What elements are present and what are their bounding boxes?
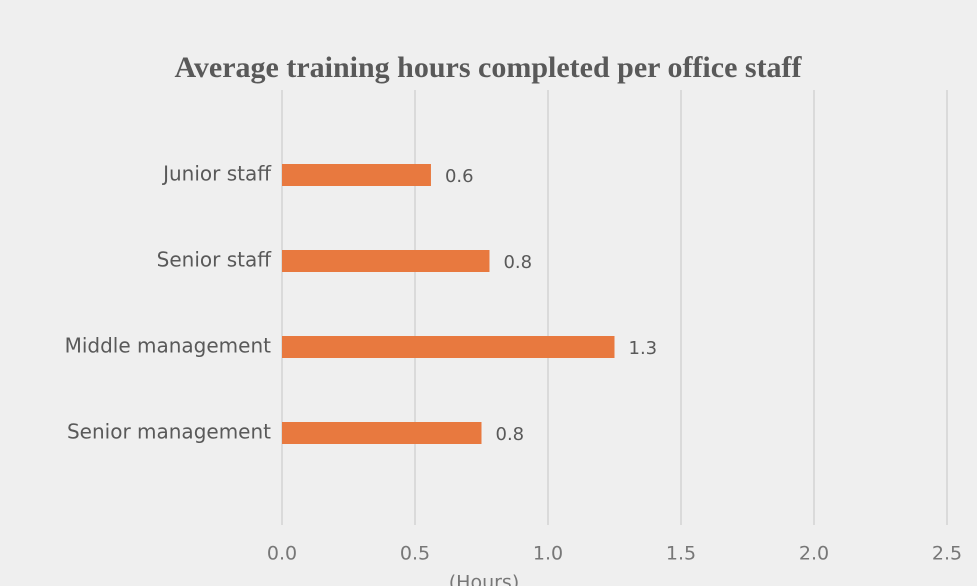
x-tick-label: 1.0 bbox=[533, 543, 563, 565]
x-tick-label: 1.5 bbox=[666, 543, 696, 565]
x-tick-label: 2.5 bbox=[932, 543, 962, 565]
value-label: 0.6 bbox=[445, 166, 474, 187]
bar bbox=[282, 422, 482, 444]
value-label: 0.8 bbox=[503, 252, 532, 273]
y-tick-label: Middle management bbox=[65, 334, 272, 358]
bar bbox=[282, 250, 490, 272]
y-tick-label: Senior management bbox=[67, 420, 271, 444]
bar bbox=[282, 336, 615, 358]
x-tick-label: 0.5 bbox=[400, 543, 430, 565]
y-tick-label: Senior staff bbox=[157, 248, 273, 272]
value-label: 0.8 bbox=[496, 424, 525, 445]
x-axis-label: (Hours) bbox=[449, 572, 520, 586]
y-tick-label: Junior staff bbox=[161, 162, 272, 186]
x-tick-label: 2.0 bbox=[799, 543, 829, 565]
bar bbox=[282, 164, 431, 186]
chart-title: Average training hours completed per off… bbox=[174, 51, 802, 84]
x-tick-label: 0.0 bbox=[267, 543, 297, 565]
value-label: 1.3 bbox=[629, 338, 658, 359]
